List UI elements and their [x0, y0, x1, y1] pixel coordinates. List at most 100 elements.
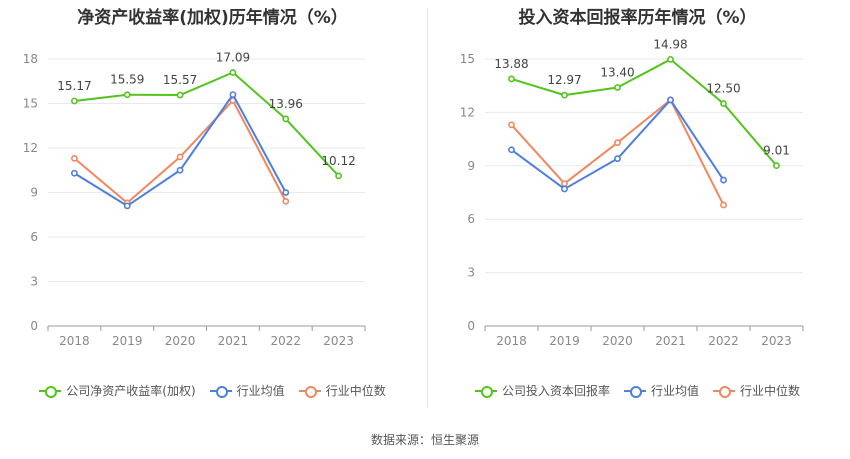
legend-marker-icon — [215, 385, 228, 398]
data-point — [561, 185, 568, 193]
y-tick-label: 6 — [467, 212, 475, 226]
data-point — [71, 169, 78, 177]
x-tick-label: 2021 — [218, 334, 249, 348]
x-tick-label: 2022 — [270, 334, 301, 348]
legend-marker-icon — [629, 385, 642, 398]
x-tick-label: 2020 — [165, 334, 196, 348]
x-tick-label: 2023 — [323, 334, 354, 348]
data-point — [720, 100, 727, 107]
data-label: 15.59 — [110, 73, 144, 87]
x-tick-label: 2019 — [549, 334, 580, 348]
x-tick-label: 2019 — [112, 334, 143, 348]
x-tick-label: 2020 — [602, 334, 633, 348]
y-tick-label: 3 — [30, 275, 38, 289]
legend-item[interactable]: 行业均值 — [623, 382, 699, 399]
y-tick-label: 15 — [460, 52, 475, 66]
legend-swatch-icon — [209, 385, 232, 398]
legend-swatch-icon — [474, 385, 497, 398]
data-point — [614, 84, 621, 91]
y-tick-label: 6 — [30, 230, 38, 244]
legend-label: 行业均值 — [236, 384, 285, 398]
y-tick-label: 15 — [23, 97, 38, 111]
x-tick-label: 2022 — [708, 334, 739, 348]
legend-label: 行业均值 — [650, 384, 699, 398]
data-label: 17.09 — [216, 50, 250, 64]
panel-divider — [427, 8, 428, 408]
legend-item[interactable]: 公司投入资本回报率 — [474, 382, 610, 399]
data-point — [229, 91, 237, 98]
series-line — [73, 93, 287, 207]
legend-marker-icon — [45, 385, 58, 398]
legend-item[interactable]: 行业中位数 — [298, 382, 386, 399]
legend-item[interactable]: 行业中位数 — [713, 382, 800, 399]
roe-chart-panel: 净资产收益率(加权)历年情况（%） 0 3 6 9 12 15 18 2018 2019 2020… — [0, 0, 425, 410]
legend-marker-icon — [480, 385, 493, 398]
data-point — [720, 201, 727, 209]
chart-legend: 公司净资产收益率(加权) 行业均值 行业中位数 — [0, 382, 425, 399]
legend-marker-icon — [304, 385, 317, 398]
data-point — [614, 139, 621, 147]
data-point — [561, 180, 568, 187]
legend-swatch-icon — [298, 385, 321, 398]
x-tick-label: 2021 — [655, 334, 686, 348]
legend-item[interactable]: 公司净资产收益率(加权) — [39, 382, 196, 399]
data-point — [229, 69, 237, 76]
series-line — [510, 98, 725, 206]
y-tick-label: 18 — [23, 52, 38, 66]
data-point — [282, 189, 290, 196]
data-point — [508, 146, 515, 154]
data-point — [561, 91, 568, 99]
y-tick-label: 12 — [23, 141, 38, 155]
y-tick-label: 9 — [30, 186, 38, 200]
series-line — [511, 58, 778, 167]
x-tick-label: 2023 — [761, 334, 792, 348]
series-line — [74, 71, 340, 177]
series-line — [73, 99, 287, 204]
data-label: 10.12 — [321, 154, 355, 168]
legend-label: 行业中位数 — [325, 384, 386, 398]
data-source-note: 数据来源：恒生聚源 — [370, 433, 479, 447]
data-point — [71, 154, 78, 162]
data-point — [614, 155, 621, 163]
data-point — [508, 121, 515, 129]
x-tick-label: 2018 — [496, 334, 527, 348]
data-label: 9.01 — [763, 144, 790, 158]
data-point — [508, 75, 515, 83]
chart-legend: 公司投入资本回报率 行业均值 行业中位数 — [425, 382, 850, 399]
legend-label: 公司投入资本回报率 — [501, 384, 610, 398]
y-tick-label: 12 — [460, 105, 475, 119]
roic-chart-plot: 0 3 6 9 12 15 2018 2019 2020 2021 2022 2023 13.88 12.… — [460, 37, 804, 348]
legend-label: 行业中位数 — [740, 384, 801, 398]
data-label: 14.98 — [653, 37, 687, 51]
legend-swatch-icon — [39, 385, 62, 398]
data-point — [720, 176, 727, 184]
data-label: 12.97 — [547, 73, 581, 87]
roe-chart-plot: 0 3 6 9 12 15 18 2018 2019 2020 2021 2022 2023 15.17 1… — [23, 50, 366, 348]
data-point — [176, 153, 184, 161]
x-tick-label: 2018 — [59, 334, 90, 348]
data-label: 13.40 — [600, 65, 634, 79]
data-point — [176, 91, 184, 99]
y-tick-label: 9 — [467, 159, 475, 173]
legend-marker-icon — [719, 385, 731, 398]
data-point — [123, 91, 131, 99]
legend-swatch-icon — [713, 385, 735, 398]
y-tick-label: 0 — [467, 319, 475, 333]
data-label: 13.88 — [494, 57, 528, 71]
data-point — [773, 162, 780, 170]
legend-label: 公司净资产收益率(加权) — [66, 384, 196, 398]
chart-title: 净资产收益率(加权)历年情况（%） — [77, 8, 348, 28]
data-label: 15.17 — [57, 79, 91, 93]
legend-item[interactable]: 行业均值 — [209, 382, 285, 399]
data-point — [282, 197, 290, 205]
legend-swatch-icon — [623, 385, 646, 398]
chart-title: 投入资本回报率历年情况（%） — [518, 8, 757, 28]
y-tick-label: 3 — [467, 266, 475, 280]
data-point — [667, 55, 674, 63]
data-label: 15.57 — [163, 73, 197, 87]
data-label: 13.96 — [269, 97, 303, 111]
roic-chart-panel: 投入资本回报率历年情况（%） 0 3 6 9 12 15 2018 2019 2020 2021 2… — [425, 0, 850, 410]
data-point — [335, 172, 342, 180]
y-tick-label: 0 — [30, 319, 38, 333]
